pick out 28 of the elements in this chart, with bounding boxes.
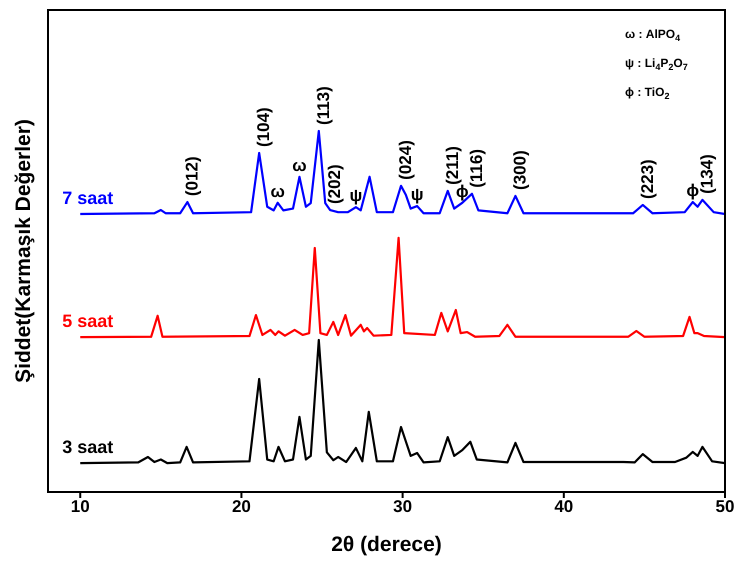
series-label: 7 saat [62, 188, 114, 208]
text: ω : AlPO$_{4}$ [625, 27, 680, 43]
annotation: ϕ [686, 181, 700, 200]
annotation: (223) [638, 159, 658, 199]
x-tick-label: 20 [232, 497, 251, 516]
annotation: ψ [349, 186, 362, 206]
x-tick-label: 10 [70, 497, 90, 516]
x-tick-label: 40 [554, 497, 574, 516]
annotation: ω [292, 156, 307, 175]
x-axis-title: 2θ (derece) [331, 533, 442, 556]
x-tick-label: 50 [716, 497, 734, 516]
annotation: (134) [698, 154, 717, 194]
text: ϕ : TiO$_{2}$ [625, 85, 670, 101]
series-label: 5 saat [62, 311, 114, 332]
annotation: (104) [254, 107, 274, 147]
annotation: (202) [326, 164, 345, 204]
annotation: ω [270, 182, 285, 201]
x-tick-label: 30 [393, 497, 412, 516]
annotation: (024) [396, 140, 416, 180]
annotation: (012) [182, 156, 202, 196]
y-axis-title: Şiddet(Karmaşık Değerler) [12, 119, 35, 383]
series-label: 3 saat [62, 437, 114, 458]
annotation: (116) [467, 149, 486, 188]
annotation: (211) [443, 146, 462, 185]
annotation: (300) [510, 150, 530, 190]
annotation: ψ [410, 185, 424, 204]
text: ψ : Li$_{4}$P$_{2}$O$_{7}$ [625, 56, 688, 72]
annotation: (113) [314, 86, 334, 125]
